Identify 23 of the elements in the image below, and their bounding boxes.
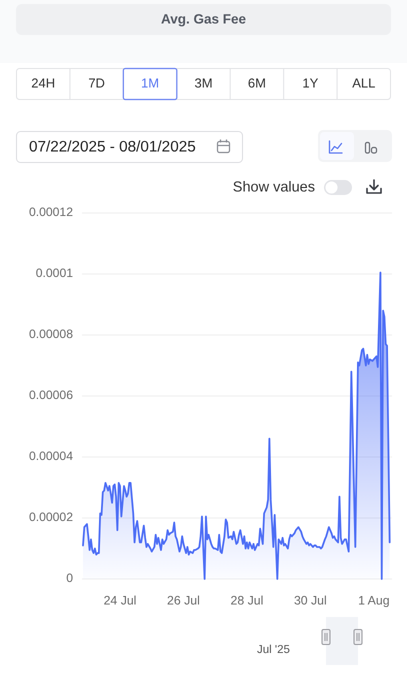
text: 07/22/2025 - 08/01/2025: [29, 138, 196, 156]
text: ALL: [352, 75, 376, 90]
x-tick-label: 1 Aug: [358, 593, 390, 608]
y-tick-label: 0: [66, 571, 74, 586]
x-tick-label: 24 Jul: [104, 593, 136, 608]
text: 24H: [31, 75, 56, 90]
x-tick-label: 28 Jul: [230, 593, 264, 608]
text: Show values: [232, 179, 315, 196]
text: Jul '25: [257, 644, 290, 656]
x-tick-label: 30 Jul: [294, 593, 327, 608]
text: 1M: [141, 75, 160, 90]
x-tick-label: 26 Jul: [167, 593, 200, 608]
chart-title: Avg. Gas Fee: [160, 12, 247, 27]
text: 1Y: [302, 75, 319, 90]
y-tick-label: 0.00004: [28, 449, 74, 464]
text: 7D: [88, 75, 105, 90]
text: 3M: [194, 75, 213, 90]
y-tick-label: 0.00006: [28, 388, 74, 402]
y-tick-label: 0.0001: [36, 266, 74, 280]
y-tick-label: 0.00008: [28, 327, 74, 342]
y-tick-label: 0.00012: [28, 205, 74, 220]
y-tick-label: 0.00002: [28, 510, 74, 524]
text: 6M: [248, 75, 266, 90]
